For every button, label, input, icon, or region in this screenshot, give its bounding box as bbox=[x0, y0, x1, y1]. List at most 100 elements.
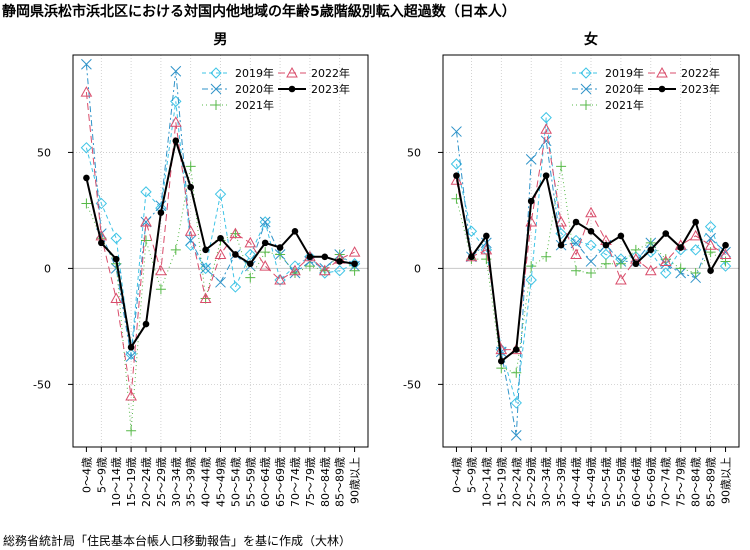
data-point bbox=[451, 126, 462, 137]
data-point bbox=[510, 397, 522, 409]
data-point bbox=[586, 268, 596, 279]
data-point bbox=[140, 186, 152, 198]
series-2023年 bbox=[83, 136, 358, 351]
data-point bbox=[200, 263, 211, 274]
data-point bbox=[83, 174, 90, 182]
data-point bbox=[645, 237, 656, 248]
data-point bbox=[541, 251, 552, 262]
x-tick-label: 5～9歳 bbox=[95, 457, 108, 493]
data-point bbox=[705, 247, 716, 258]
data-point bbox=[185, 161, 196, 172]
data-point bbox=[306, 253, 314, 261]
data-point bbox=[525, 274, 537, 286]
x-tick-label: 35～39歳 bbox=[555, 457, 568, 507]
data-point bbox=[289, 264, 301, 276]
series-2022年 bbox=[80, 86, 361, 401]
data-point bbox=[540, 123, 553, 134]
x-tick-label: 85～89歳 bbox=[705, 457, 718, 507]
data-point bbox=[170, 244, 181, 255]
data-point bbox=[572, 218, 580, 226]
data-point bbox=[585, 239, 597, 251]
data-point bbox=[527, 197, 535, 205]
data-point bbox=[602, 241, 610, 249]
data-point bbox=[556, 161, 567, 172]
data-point bbox=[542, 172, 550, 179]
x-tick-label: 75～79歳 bbox=[304, 457, 317, 507]
data-point bbox=[615, 258, 626, 269]
legend-label: 2021年 bbox=[235, 98, 274, 112]
data-point bbox=[98, 239, 105, 247]
x-tick-label: 25～29歳 bbox=[525, 457, 538, 507]
data-point bbox=[336, 258, 343, 265]
data-point bbox=[707, 267, 714, 275]
legend-marker bbox=[580, 83, 592, 95]
data-point bbox=[291, 227, 299, 235]
data-point bbox=[110, 232, 122, 244]
data-point bbox=[321, 253, 329, 261]
data-point bbox=[689, 244, 702, 256]
data-point bbox=[719, 260, 732, 272]
y-tick-label: 0 bbox=[414, 262, 421, 275]
data-point bbox=[659, 255, 672, 266]
series-2021年 bbox=[451, 161, 731, 378]
data-point bbox=[617, 232, 625, 240]
x-tick-label: 90歳以上 bbox=[349, 457, 362, 504]
data-point bbox=[689, 229, 702, 241]
x-tick-label: 55～59歳 bbox=[615, 457, 628, 507]
data-point bbox=[348, 246, 361, 257]
data-point bbox=[215, 276, 226, 288]
data-point bbox=[675, 263, 686, 274]
data-point bbox=[304, 261, 315, 272]
x-tick-label: 0～4歳 bbox=[450, 457, 463, 493]
data-point bbox=[155, 200, 167, 212]
legend: 2019年 2022年 2020年 2023年 2021年 bbox=[202, 66, 350, 112]
x-tick-label: 45～49歳 bbox=[585, 457, 598, 507]
data-point bbox=[318, 264, 331, 276]
data-point bbox=[349, 265, 360, 276]
data-point bbox=[229, 227, 242, 239]
data-point bbox=[244, 248, 257, 261]
data-point bbox=[127, 343, 135, 351]
x-tick-label: 20～24歳 bbox=[140, 457, 153, 507]
data-point bbox=[540, 135, 552, 147]
data-point bbox=[495, 346, 507, 358]
data-point bbox=[453, 172, 460, 179]
x-tick-label: 0～4歳 bbox=[80, 457, 93, 493]
data-point bbox=[511, 367, 522, 378]
data-point bbox=[525, 154, 537, 165]
data-point bbox=[125, 389, 137, 401]
data-point bbox=[692, 218, 699, 226]
x-tick-label: 80～84歳 bbox=[319, 457, 332, 507]
data-point bbox=[259, 260, 272, 271]
x-tick-label: 85～89歳 bbox=[334, 457, 347, 507]
legend-label: 2021年 bbox=[605, 98, 644, 112]
source-note: 総務省統計局「住民基本台帳人口移動報告」を基に作成（大林） bbox=[3, 534, 352, 548]
x-tick-label: 60～64歳 bbox=[259, 457, 272, 507]
chart-title: 静岡県浜松市浜北区における対国内他地域の年齢5歳階級別転入超過数（日本人） bbox=[2, 4, 516, 20]
data-point bbox=[498, 357, 505, 365]
x-tick-label: 5～9歳 bbox=[465, 457, 478, 493]
x-tick-label: 70～74歳 bbox=[660, 457, 673, 507]
data-point bbox=[557, 241, 565, 249]
series-line bbox=[85, 64, 355, 357]
x-tick-label: 10～14歳 bbox=[480, 457, 493, 507]
data-point bbox=[647, 246, 655, 254]
legend-label: 2022年 bbox=[311, 66, 350, 80]
legend-label: 2023年 bbox=[311, 82, 350, 96]
legend-marker bbox=[658, 85, 666, 93]
data-point bbox=[126, 425, 137, 436]
data-point bbox=[184, 225, 197, 236]
legend-marker bbox=[210, 83, 222, 95]
data-point bbox=[585, 206, 597, 218]
legend-marker bbox=[288, 85, 296, 93]
legend-marker bbox=[580, 67, 592, 79]
x-tick-label: 35～39歳 bbox=[185, 457, 198, 507]
data-point bbox=[80, 142, 93, 154]
data-point bbox=[540, 111, 552, 124]
x-tick-label: 75～79歳 bbox=[675, 457, 688, 507]
x-tick-label: 80～84歳 bbox=[690, 457, 703, 507]
data-point bbox=[690, 268, 701, 279]
x-tick-label: 65～69歳 bbox=[274, 457, 287, 507]
